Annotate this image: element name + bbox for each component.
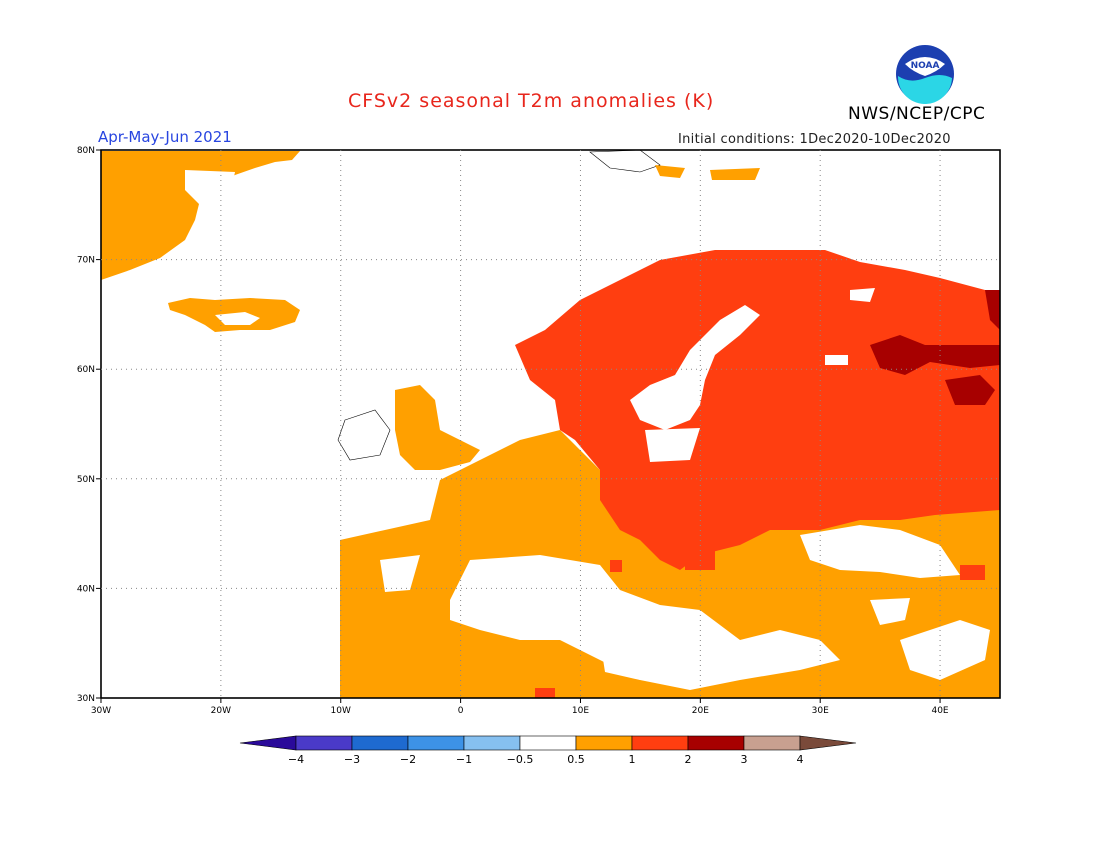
lat-tick-label: 30N <box>77 694 95 704</box>
region-red-east <box>515 250 1000 570</box>
lat-tick-label: 50N <box>77 475 95 485</box>
colorbar-label: 3 <box>741 753 748 766</box>
noaa-logo-text: NOAA <box>911 61 940 71</box>
lon-tick-label: 40E <box>931 706 948 716</box>
baltic-sea <box>630 305 760 430</box>
lat-tick-label: 70N <box>77 256 95 266</box>
colorbar-low-arrow <box>239 735 297 751</box>
colorbar-swatch <box>351 735 409 751</box>
lon-tick-label: 20E <box>692 706 709 716</box>
colorbar-swatch <box>295 735 353 751</box>
colorbar-label: 2 <box>685 753 692 766</box>
noaa-logo: NOAA <box>896 45 954 104</box>
colorbar-swatch <box>463 735 521 751</box>
colorbar-label: −2 <box>400 753 416 766</box>
colorbar-label: −3 <box>344 753 360 766</box>
colorbar-label: 4 <box>797 753 804 766</box>
colorbar-label: −0.5 <box>507 753 534 766</box>
colorbar-swatch <box>631 735 689 751</box>
region-britain <box>395 385 480 470</box>
map-frame <box>100 149 1001 699</box>
colorbar-swatch <box>519 735 577 751</box>
anomaly-regions <box>101 149 1000 698</box>
lon-tick-label: 30E <box>812 706 829 716</box>
forecast-period: Apr-May-Jun 2021 <box>98 128 232 146</box>
lon-tick-label: 30W <box>91 706 111 716</box>
region-darkred-1 <box>870 335 1000 375</box>
colorbar-swatch <box>575 735 633 751</box>
colorbar-label: 1 <box>629 753 636 766</box>
colorbar-label: 0.5 <box>567 753 585 766</box>
mediterranean-sea <box>450 555 840 690</box>
lon-tick-label: 10E <box>572 706 589 716</box>
lat-tick-label: 80N <box>77 146 95 156</box>
colorbar-label: −4 <box>288 753 304 766</box>
colorbar-swatch <box>687 735 745 751</box>
agency-label: NWS/NCEP/CPC <box>848 104 986 124</box>
region-greenland <box>101 151 300 280</box>
color-legend: −4 −3 −2 −1 −0.5 0.5 1 2 3 4 <box>239 735 857 766</box>
colorbar-high-arrow <box>799 735 857 751</box>
lon-tick-label: 20W <box>211 706 231 716</box>
axis-ticks: 30W 20W 10W 0 10E 20E 30E 40E 30N 40N 50N 60N 70N 80N <box>77 146 949 716</box>
colorbar-swatch <box>407 735 465 751</box>
lat-tick-label: 40N <box>77 584 95 594</box>
colorbar-label: −1 <box>456 753 472 766</box>
region-darkred-2 <box>945 375 995 405</box>
initial-conditions: Initial conditions: 1Dec2020-10Dec2020 <box>678 132 951 147</box>
colorbar-swatch <box>743 735 801 751</box>
lat-tick-label: 60N <box>77 365 95 375</box>
lon-tick-label: 0 <box>458 706 464 716</box>
map-title: CFSv2 seasonal T2m anomalies (K) <box>348 90 715 112</box>
lon-tick-label: 10W <box>331 706 351 716</box>
black-sea <box>800 525 960 578</box>
